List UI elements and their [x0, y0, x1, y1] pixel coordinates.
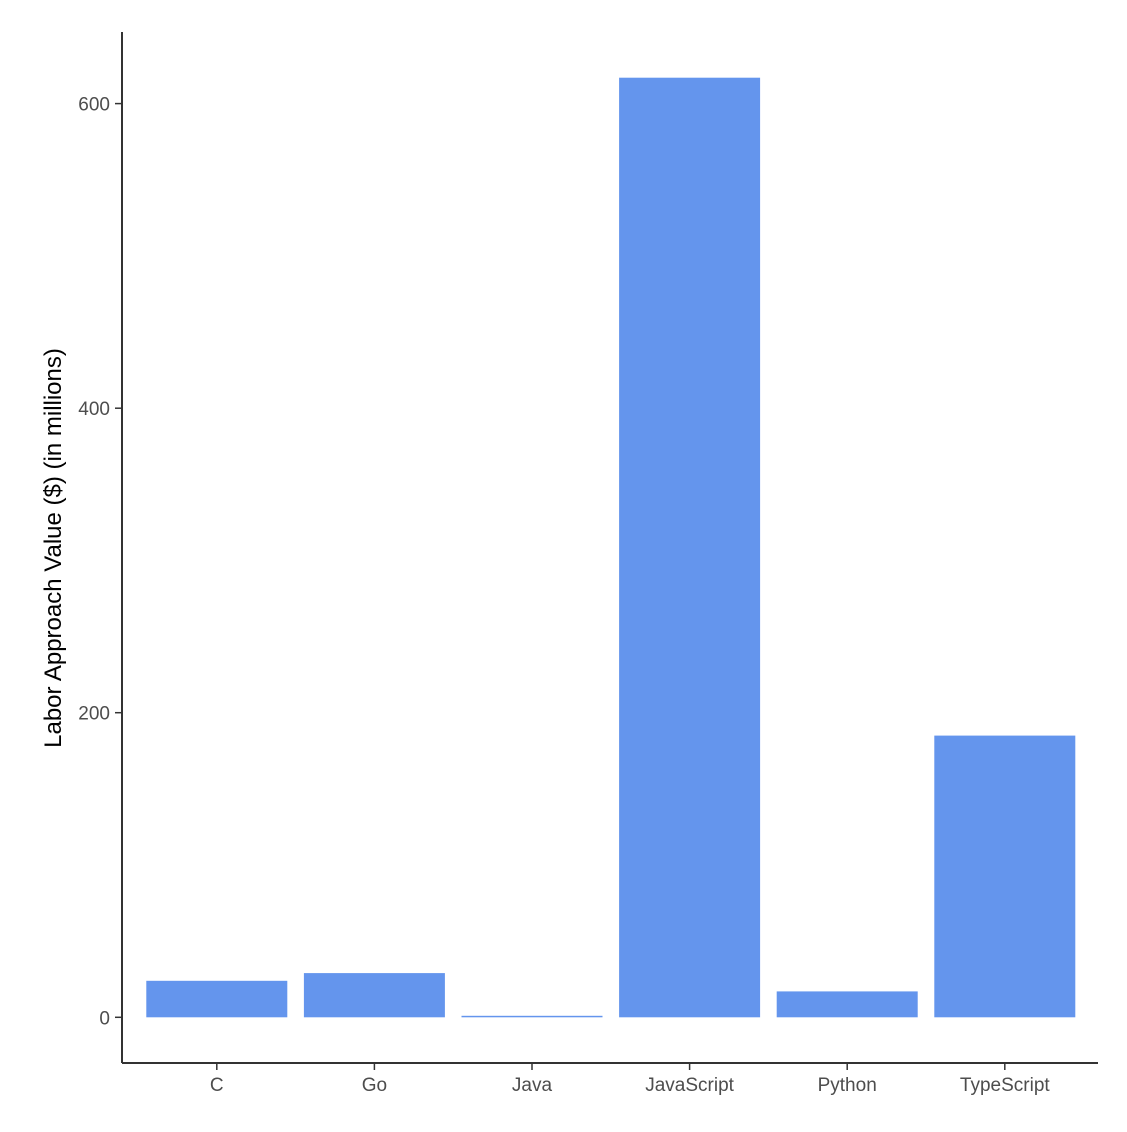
bars-layer — [146, 77, 1076, 1018]
bar-python — [776, 991, 918, 1018]
axes-layer — [121, 32, 1098, 1064]
y-axis-title: Labor Approach Value ($) (in millions) — [40, 348, 67, 748]
bar-javascript — [619, 77, 761, 1018]
y-tick-label: 600 — [78, 95, 110, 116]
bar-c — [146, 980, 288, 1018]
y-ticks: 0 200 400 600 — [78, 95, 122, 1029]
bar-go — [303, 973, 445, 1018]
x-tick-label: Python — [818, 1075, 877, 1096]
y-tick-label: 200 — [78, 704, 110, 725]
bar-typescript — [934, 735, 1076, 1018]
y-tick-label: 0 — [99, 1008, 110, 1029]
x-tick-label: Java — [512, 1075, 553, 1096]
x-tick-label: JavaScript — [645, 1075, 734, 1096]
bar-java — [461, 1015, 603, 1018]
x-tick-label: Go — [362, 1075, 387, 1096]
x-ticks: C Go Java JavaScript Python TypeScript — [210, 1063, 1050, 1096]
x-tick-label: C — [210, 1075, 224, 1096]
x-tick-label: TypeScript — [960, 1075, 1050, 1096]
y-tick-label: 400 — [78, 399, 110, 420]
